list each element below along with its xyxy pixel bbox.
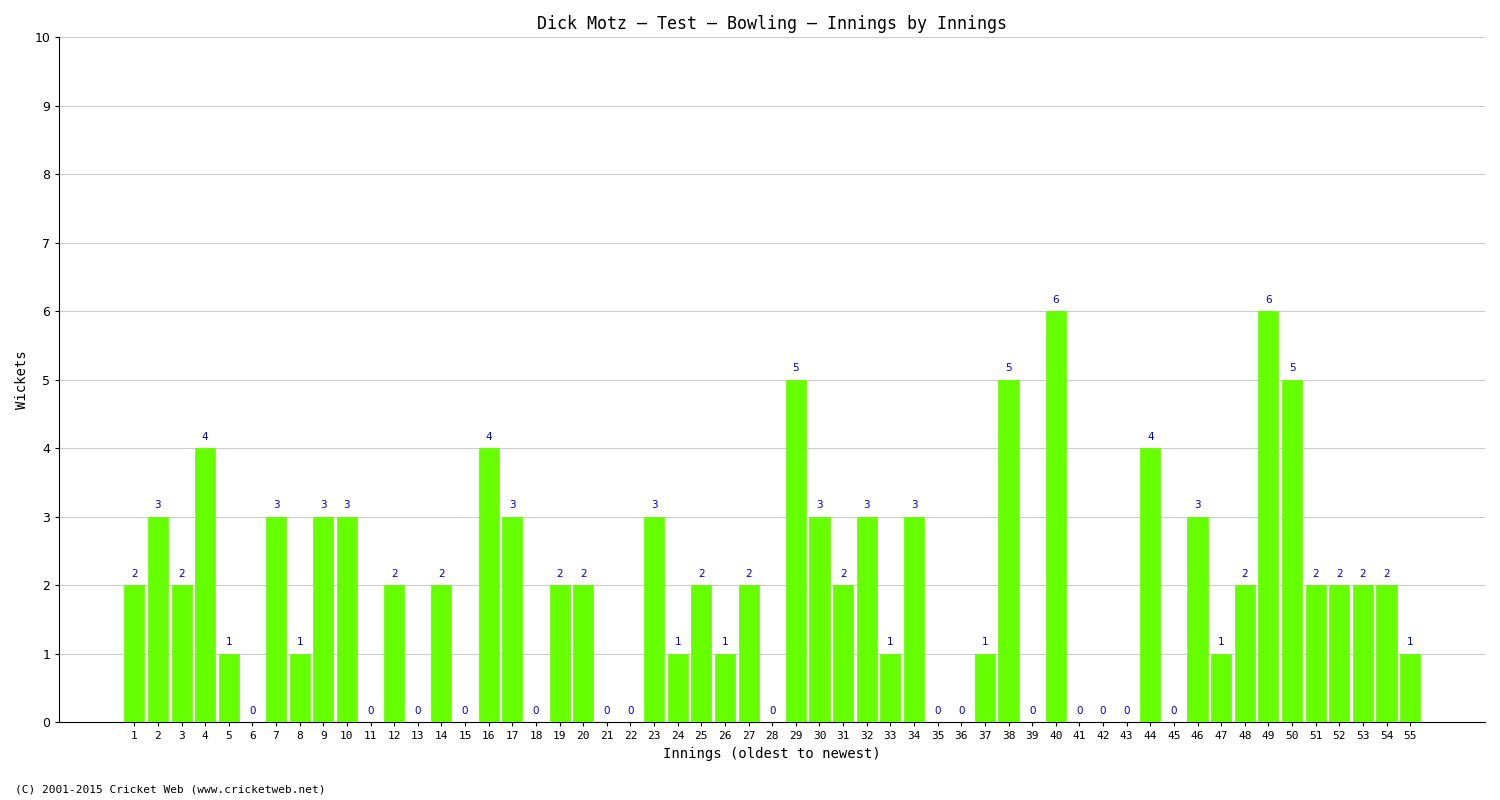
Bar	[668, 654, 688, 722]
Text: 2: 2	[746, 569, 752, 578]
Bar	[644, 517, 664, 722]
Text: (C) 2001-2015 Cricket Web (www.cricketweb.net): (C) 2001-2015 Cricket Web (www.cricketwe…	[15, 784, 326, 794]
Text: 2: 2	[840, 569, 846, 578]
Bar	[171, 586, 192, 722]
Text: 3: 3	[1194, 500, 1202, 510]
Text: 0: 0	[462, 706, 468, 715]
Text: 2: 2	[1359, 569, 1366, 578]
Bar	[549, 586, 570, 722]
Text: 1: 1	[1407, 637, 1413, 647]
Text: 3: 3	[509, 500, 516, 510]
Bar	[1140, 448, 1161, 722]
Text: 1: 1	[297, 637, 303, 647]
Text: 2: 2	[556, 569, 562, 578]
Bar	[1258, 311, 1278, 722]
Text: 0: 0	[1076, 706, 1083, 715]
Text: 1: 1	[886, 637, 894, 647]
Bar	[314, 517, 333, 722]
X-axis label: Innings (oldest to newest): Innings (oldest to newest)	[663, 747, 880, 761]
Bar	[856, 517, 877, 722]
Bar	[195, 448, 214, 722]
Text: 4: 4	[1148, 431, 1154, 442]
Bar	[975, 654, 994, 722]
Text: 1: 1	[981, 637, 988, 647]
Text: 1: 1	[722, 637, 729, 647]
Text: 0: 0	[934, 706, 940, 715]
Text: 4: 4	[202, 431, 208, 442]
Bar	[266, 517, 286, 722]
Text: 5: 5	[792, 363, 800, 373]
Bar	[219, 654, 239, 722]
Text: 2: 2	[1242, 569, 1248, 578]
Bar	[1210, 654, 1231, 722]
Text: 3: 3	[344, 500, 351, 510]
Bar	[384, 586, 404, 722]
Bar	[1282, 380, 1302, 722]
Text: 0: 0	[249, 706, 255, 715]
Text: 2: 2	[1312, 569, 1318, 578]
Text: 1: 1	[675, 637, 681, 647]
Text: 3: 3	[910, 500, 918, 510]
Bar	[738, 586, 759, 722]
Bar	[786, 380, 806, 722]
Text: 3: 3	[154, 500, 160, 510]
Bar	[1188, 517, 1208, 722]
Bar	[290, 654, 309, 722]
Bar	[880, 654, 900, 722]
Text: 2: 2	[1383, 569, 1390, 578]
Text: 3: 3	[651, 500, 657, 510]
Text: 2: 2	[698, 569, 705, 578]
Text: 0: 0	[414, 706, 422, 715]
Bar	[1400, 654, 1420, 722]
Text: 2: 2	[580, 569, 586, 578]
Text: 0: 0	[1124, 706, 1130, 715]
Bar	[573, 586, 594, 722]
Bar	[904, 517, 924, 722]
Title: Dick Motz – Test – Bowling – Innings by Innings: Dick Motz – Test – Bowling – Innings by …	[537, 15, 1006, 33]
Bar	[148, 517, 168, 722]
Text: 0: 0	[603, 706, 610, 715]
Bar	[432, 586, 451, 722]
Text: 6: 6	[1264, 294, 1272, 305]
Bar	[1377, 586, 1396, 722]
Bar	[338, 517, 357, 722]
Bar	[1353, 586, 1372, 722]
Text: 0: 0	[627, 706, 633, 715]
Text: 0: 0	[368, 706, 374, 715]
Text: 0: 0	[1029, 706, 1035, 715]
Text: 5: 5	[1005, 363, 1013, 373]
Text: 1: 1	[225, 637, 232, 647]
Text: 0: 0	[532, 706, 538, 715]
Bar	[999, 380, 1018, 722]
Text: 2: 2	[130, 569, 138, 578]
Text: 3: 3	[320, 500, 327, 510]
Bar	[833, 586, 854, 722]
Text: 5: 5	[1288, 363, 1296, 373]
Text: 3: 3	[273, 500, 279, 510]
Text: 3: 3	[864, 500, 870, 510]
Bar	[1234, 586, 1256, 722]
Text: 0: 0	[1170, 706, 1178, 715]
Text: 4: 4	[486, 431, 492, 442]
Bar	[1305, 586, 1326, 722]
Text: 1: 1	[1218, 637, 1224, 647]
Bar	[124, 586, 144, 722]
Text: 0: 0	[770, 706, 776, 715]
Text: 2: 2	[438, 569, 446, 578]
Text: 2: 2	[178, 569, 184, 578]
Text: 0: 0	[958, 706, 964, 715]
Bar	[810, 517, 830, 722]
Text: 2: 2	[1336, 569, 1342, 578]
Bar	[503, 517, 522, 722]
Bar	[692, 586, 711, 722]
Y-axis label: Wickets: Wickets	[15, 350, 28, 409]
Text: 6: 6	[1053, 294, 1059, 305]
Text: 2: 2	[392, 569, 398, 578]
Text: 3: 3	[816, 500, 824, 510]
Text: 0: 0	[1100, 706, 1107, 715]
Bar	[478, 448, 498, 722]
Bar	[1329, 586, 1350, 722]
Bar	[716, 654, 735, 722]
Bar	[1046, 311, 1066, 722]
